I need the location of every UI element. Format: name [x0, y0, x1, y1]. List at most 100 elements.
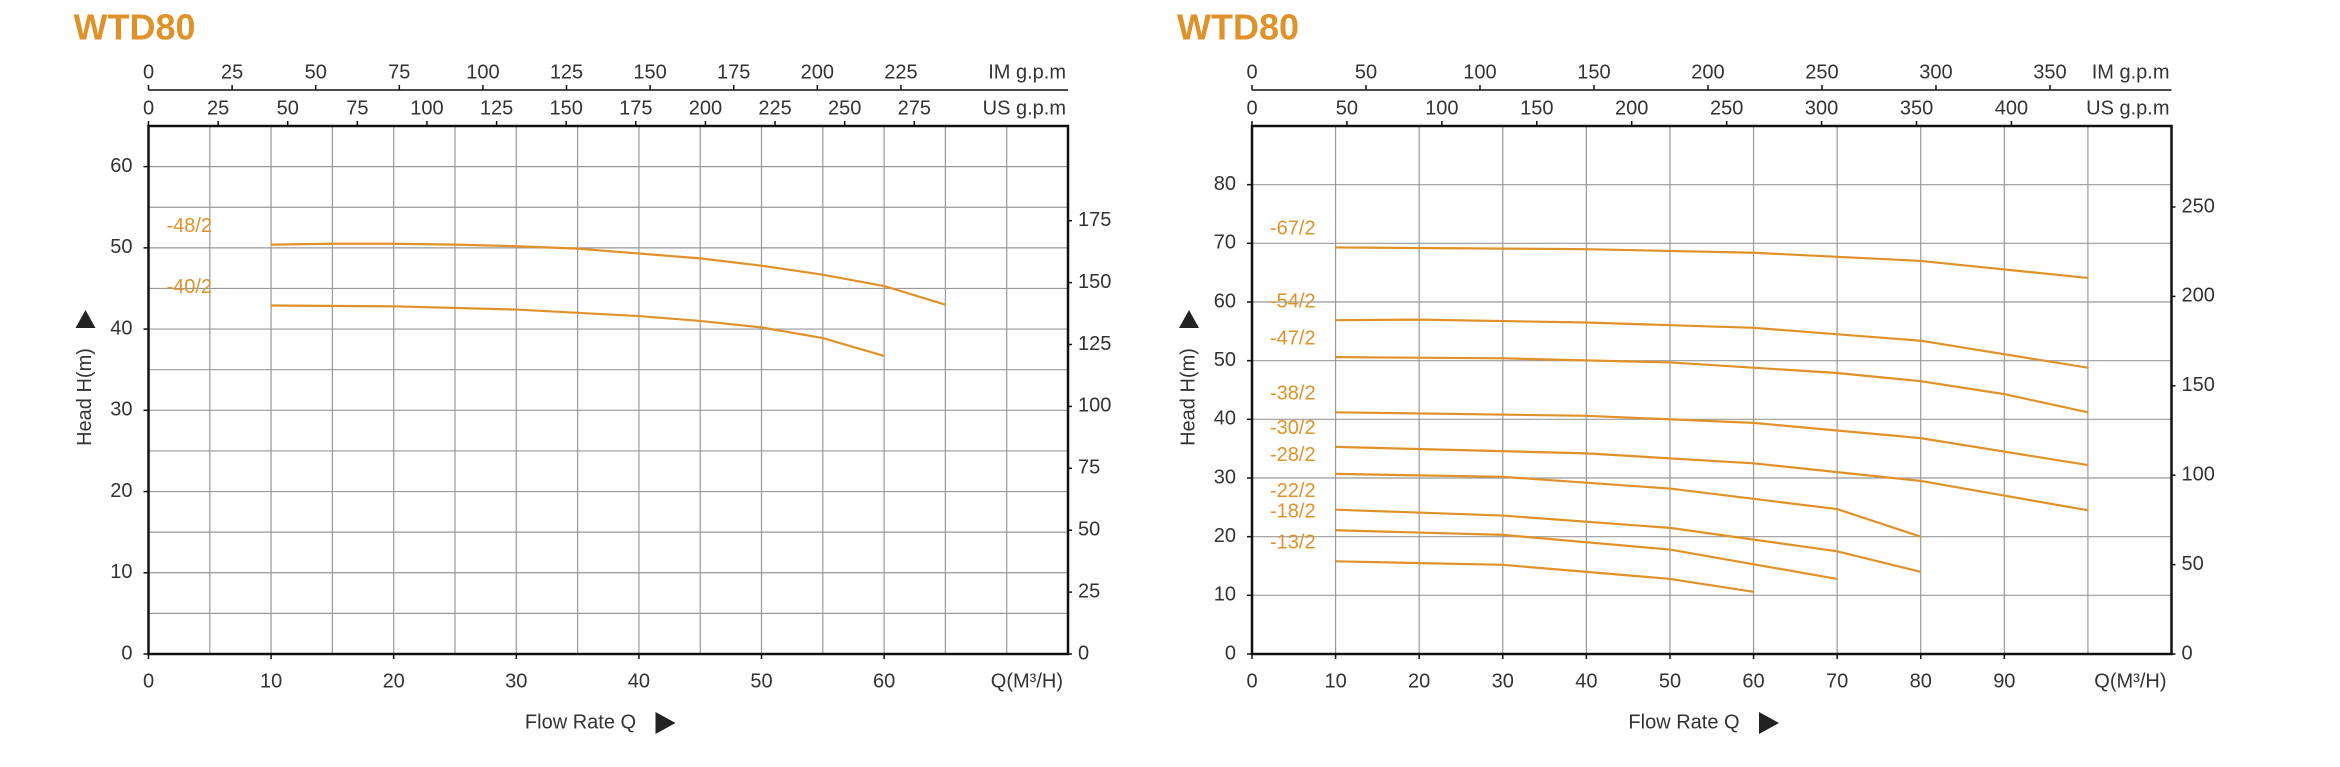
x-tick-label: 10	[260, 670, 282, 692]
x-axis-label: Flow Rate Q	[1628, 711, 1739, 733]
y2-tick-label: 125	[1078, 333, 1111, 355]
top-tick-label: 250	[1710, 97, 1743, 119]
top-tick-label: 50	[277, 97, 299, 119]
top-tick-label: 250	[1805, 61, 1838, 83]
curve	[1335, 445, 2089, 512]
x-unit-label: Q(M³/H)	[991, 670, 1063, 692]
top-axis-label: IM g.p.m	[988, 61, 1066, 83]
top-tick-label: 225	[758, 97, 791, 119]
top-tick-label: 175	[717, 61, 750, 83]
y2-tick-label: 50	[2182, 553, 2204, 575]
x-tick-label: 10	[1324, 670, 1346, 692]
arrow-icon	[655, 712, 676, 734]
y-tick-label: 50	[1214, 349, 1236, 371]
x-tick-label: 0	[143, 670, 154, 692]
series-label: -22/2	[1270, 480, 1316, 502]
y2-tick-label: 50	[1078, 518, 1100, 540]
y-tick-label: 60	[110, 155, 132, 177]
chart-title: WTD80	[1177, 7, 1299, 48]
top-tick-label: 100	[1463, 61, 1496, 83]
top-tick-label: 400	[1995, 97, 2028, 119]
top-tick-label: 150	[1577, 61, 1610, 83]
series-label: -13/2	[1270, 532, 1316, 554]
top-axis-label: IM g.p.m	[2092, 61, 2170, 83]
y2-tick-label: 100	[1078, 395, 1111, 417]
series-label: -28/2	[1270, 444, 1316, 466]
series-label: -30/2	[1270, 417, 1316, 439]
y-axis-label: Head H(m)	[74, 348, 96, 446]
x-axis-label: Flow Rate Q	[525, 711, 636, 733]
top-tick-label: 50	[1355, 61, 1377, 83]
top-tick-label: 300	[1919, 61, 1952, 83]
top-tick-label: 125	[550, 61, 583, 83]
x-tick-label: 40	[628, 670, 650, 692]
y-tick-label: 20	[1214, 525, 1236, 547]
x-tick-label: 20	[1408, 670, 1430, 692]
x-tick-label: 30	[505, 670, 527, 692]
top-tick-label: 150	[1520, 97, 1553, 119]
series-label: -67/2	[1270, 218, 1316, 240]
top-tick-label: 100	[1425, 97, 1458, 119]
top-tick-label: 50	[1336, 97, 1358, 119]
top-tick-label: 25	[207, 97, 229, 119]
top-tick-label: 250	[828, 97, 861, 119]
top-tick-label: 100	[466, 61, 499, 83]
curve	[271, 242, 946, 306]
top-tick-label: 75	[388, 61, 410, 83]
x-tick-label: 60	[873, 670, 895, 692]
top-tick-label: 200	[801, 61, 834, 83]
curve	[1335, 356, 2089, 414]
top-tick-label: 125	[480, 97, 513, 119]
curve	[271, 304, 885, 357]
top-axis-label: US g.p.m	[983, 97, 1066, 119]
curve	[1335, 318, 2089, 369]
y2-tick-label: 25	[1078, 580, 1100, 602]
top-tick-label: 350	[2033, 61, 2066, 83]
curve	[1335, 472, 1922, 538]
x-tick-label: 50	[1659, 670, 1681, 692]
plot-frame	[147, 124, 1070, 656]
chart-title: WTD80	[74, 7, 196, 48]
y-tick-label: 10	[110, 561, 132, 583]
y2-tick-label: 150	[2182, 374, 2215, 396]
x-tick-label: 80	[1910, 670, 1932, 692]
y2-tick-label: 250	[2182, 195, 2215, 217]
y2-tick-label: 0	[1078, 642, 1089, 664]
y-tick-label: 70	[1214, 232, 1236, 254]
y-tick-label: 10	[1214, 584, 1236, 606]
x-tick-label: 60	[1742, 670, 1764, 692]
y2-tick-label: 0	[2182, 642, 2193, 664]
y-tick-label: 60	[1214, 290, 1236, 312]
y-tick-label: 0	[121, 642, 132, 664]
top-tick-label: 150	[633, 61, 666, 83]
top-tick-label: 200	[1691, 61, 1724, 83]
series-label: -18/2	[1270, 500, 1316, 522]
x-tick-label: 20	[383, 670, 405, 692]
y-tick-label: 50	[110, 236, 132, 258]
series-label: -40/2	[167, 276, 213, 298]
curve	[1335, 411, 2089, 467]
x-tick-label: 0	[1246, 670, 1257, 692]
y2-tick-label: 75	[1078, 457, 1100, 479]
x-tick-label: 50	[750, 670, 772, 692]
series-label: -48/2	[167, 215, 213, 237]
y-tick-label: 0	[1225, 642, 1236, 664]
top-axis-label: US g.p.m	[2086, 97, 2169, 119]
series-label: -38/2	[1270, 383, 1316, 405]
arrow-icon	[75, 310, 96, 328]
x-tick-label: 40	[1575, 670, 1597, 692]
plot-frame	[1250, 124, 2173, 656]
x-tick-label: 70	[1826, 670, 1848, 692]
top-tick-label: 0	[1246, 97, 1257, 119]
curve	[1335, 508, 1921, 573]
y2-tick-label: 150	[1078, 271, 1111, 293]
x-tick-label: 90	[1993, 670, 2015, 692]
series-label: -54/2	[1270, 290, 1316, 312]
curve	[1335, 560, 1754, 593]
arrow-icon	[1759, 712, 1779, 734]
top-tick-label: 300	[1805, 97, 1838, 119]
top-tick-label: 25	[221, 61, 243, 83]
y-tick-label: 40	[1214, 408, 1236, 430]
arrow-icon	[1179, 310, 1199, 328]
